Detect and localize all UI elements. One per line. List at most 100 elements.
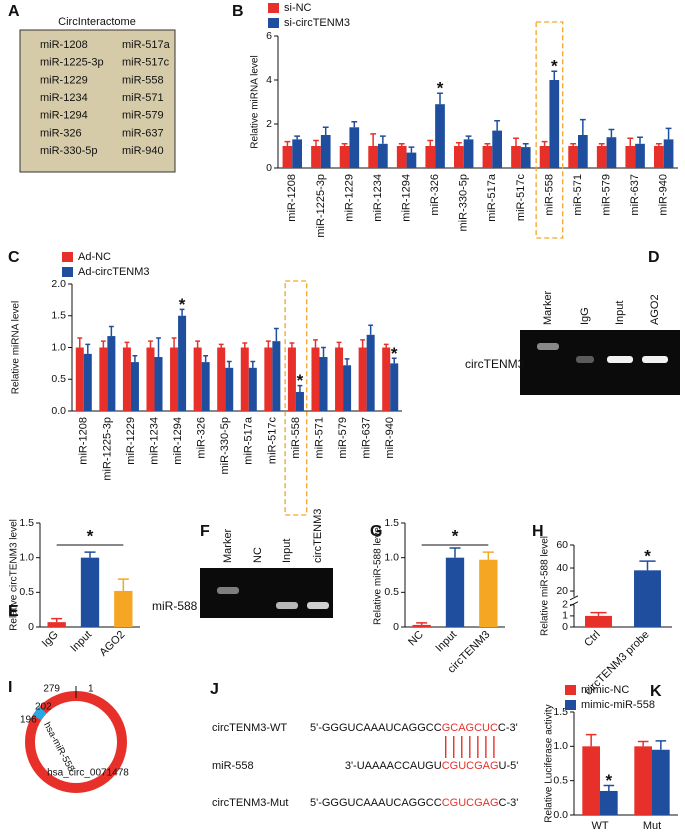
sequence: 3'-UAAAACCAUGUCGUCGAGU-5' bbox=[345, 760, 519, 772]
lane-label: AGO2 bbox=[649, 294, 661, 325]
y-tick-label: 2.0 bbox=[51, 278, 66, 290]
lane-label: IgG bbox=[579, 307, 591, 325]
y-tick-label: 0.5 bbox=[553, 774, 568, 786]
bar bbox=[520, 147, 531, 168]
x-tick-label: miR-558 bbox=[543, 174, 555, 216]
error-bar bbox=[665, 127, 672, 140]
y-tick-label: 0.5 bbox=[384, 586, 399, 598]
error-bar bbox=[416, 622, 428, 625]
bar bbox=[311, 347, 320, 411]
x-tick-label: miR-940 bbox=[384, 417, 396, 459]
y-tick-label: 1 bbox=[562, 610, 568, 622]
bar bbox=[406, 152, 417, 168]
sequence-part: CGUCGAG bbox=[442, 797, 499, 809]
x-tick-label: miR-517c bbox=[266, 417, 278, 465]
x-tick-label: miR-1294 bbox=[172, 417, 184, 465]
x-tick-label: miR-517a bbox=[486, 173, 498, 222]
y-tick-label: 60 bbox=[556, 539, 568, 551]
sequence-name: circTENM3-WT bbox=[212, 722, 287, 734]
bar bbox=[652, 749, 670, 815]
error-bar bbox=[51, 617, 63, 623]
lane-label: Marker bbox=[542, 290, 554, 325]
error-bar bbox=[398, 143, 405, 146]
panel-letter: H bbox=[532, 523, 544, 540]
sequence: 5'-GGGUCAAAUCAGGCCGCAGCUCC-3' bbox=[310, 722, 518, 734]
bar bbox=[80, 557, 100, 627]
bar bbox=[578, 135, 588, 168]
error-bar bbox=[351, 121, 358, 128]
position-label: 196 bbox=[20, 715, 37, 726]
bar bbox=[319, 357, 328, 411]
bar bbox=[47, 622, 66, 627]
bar bbox=[492, 130, 502, 168]
error-bar bbox=[484, 143, 491, 146]
x-tick-label: NC bbox=[406, 629, 426, 649]
lane-label: Input bbox=[281, 539, 293, 563]
band-label: miR-588 bbox=[152, 599, 198, 613]
significance-star: * bbox=[297, 371, 304, 390]
sequence: 5'-GGGUCAAAUCAGGCCCGUCGAGC-3' bbox=[310, 797, 518, 809]
error-bar bbox=[321, 346, 326, 358]
bar bbox=[358, 347, 367, 411]
error-bar bbox=[579, 118, 586, 135]
x-tick-label: miR-1225-3p bbox=[101, 417, 113, 481]
error-bar bbox=[132, 355, 138, 363]
bar bbox=[339, 146, 350, 168]
error-bar bbox=[585, 733, 597, 747]
x-tick-label: miR-517a bbox=[243, 416, 255, 465]
bar bbox=[107, 336, 116, 411]
bar bbox=[146, 347, 155, 411]
highlight-box bbox=[535, 21, 564, 239]
site-label: hsa-miR-558 bbox=[41, 720, 76, 773]
sequence-part: C-3' bbox=[498, 722, 518, 734]
panel-letter: K bbox=[650, 683, 662, 700]
error-bar bbox=[408, 146, 415, 153]
error-bar bbox=[360, 339, 366, 348]
highlight-box bbox=[284, 280, 308, 516]
x-tick-label: miR-571 bbox=[572, 174, 584, 216]
error-bar bbox=[322, 126, 329, 135]
x-tick-label: Input bbox=[68, 629, 94, 655]
error-bar bbox=[494, 119, 501, 131]
y-tick-label: 2 bbox=[562, 599, 568, 611]
sequence-part: CGUCGAG bbox=[442, 760, 499, 772]
x-tick-label: miR-637 bbox=[629, 174, 641, 216]
gel-band bbox=[607, 356, 633, 363]
significance-star: * bbox=[179, 295, 186, 314]
table-cell: miR-558 bbox=[122, 74, 164, 86]
x-tick-label: miR-326 bbox=[196, 417, 208, 459]
y-tick-label: 0 bbox=[562, 621, 568, 633]
legend-swatch bbox=[268, 18, 279, 28]
error-bar bbox=[655, 143, 662, 146]
table-cell: miR-326 bbox=[40, 127, 82, 139]
gel-band bbox=[307, 602, 329, 609]
position-label: 202 bbox=[35, 702, 52, 713]
error-bar bbox=[148, 340, 153, 348]
panel-letter: I bbox=[8, 679, 12, 696]
sequence-part: GCAGCUC bbox=[442, 722, 498, 734]
error-bar bbox=[336, 341, 342, 348]
gel-band bbox=[276, 602, 298, 609]
legend-label: Ad-circTENM3 bbox=[78, 266, 150, 278]
y-tick-label: 6 bbox=[266, 30, 272, 42]
bar bbox=[114, 590, 133, 627]
sequence-part: 5'-GGGUCAAAUCAGGCC bbox=[310, 722, 442, 734]
table-cell: miR-637 bbox=[122, 127, 164, 139]
bar bbox=[382, 347, 391, 411]
bar bbox=[625, 146, 636, 168]
bar bbox=[264, 347, 273, 411]
x-tick-label: miR-326 bbox=[429, 174, 441, 216]
axis-break bbox=[569, 595, 579, 601]
x-tick-label: miR-1208 bbox=[78, 417, 90, 465]
y-tick-label: 0 bbox=[266, 162, 272, 174]
y-tick-label: 0.0 bbox=[51, 405, 66, 417]
bar bbox=[600, 790, 618, 815]
x-tick-label: Input bbox=[433, 629, 459, 655]
y-tick-label: 40 bbox=[556, 562, 568, 574]
error-bar bbox=[465, 135, 472, 140]
significance-star: * bbox=[391, 344, 398, 363]
sequence-part: U-5' bbox=[499, 760, 519, 772]
error-bar bbox=[482, 551, 494, 560]
legend-label: si-NC bbox=[284, 2, 312, 14]
bar bbox=[445, 557, 465, 627]
